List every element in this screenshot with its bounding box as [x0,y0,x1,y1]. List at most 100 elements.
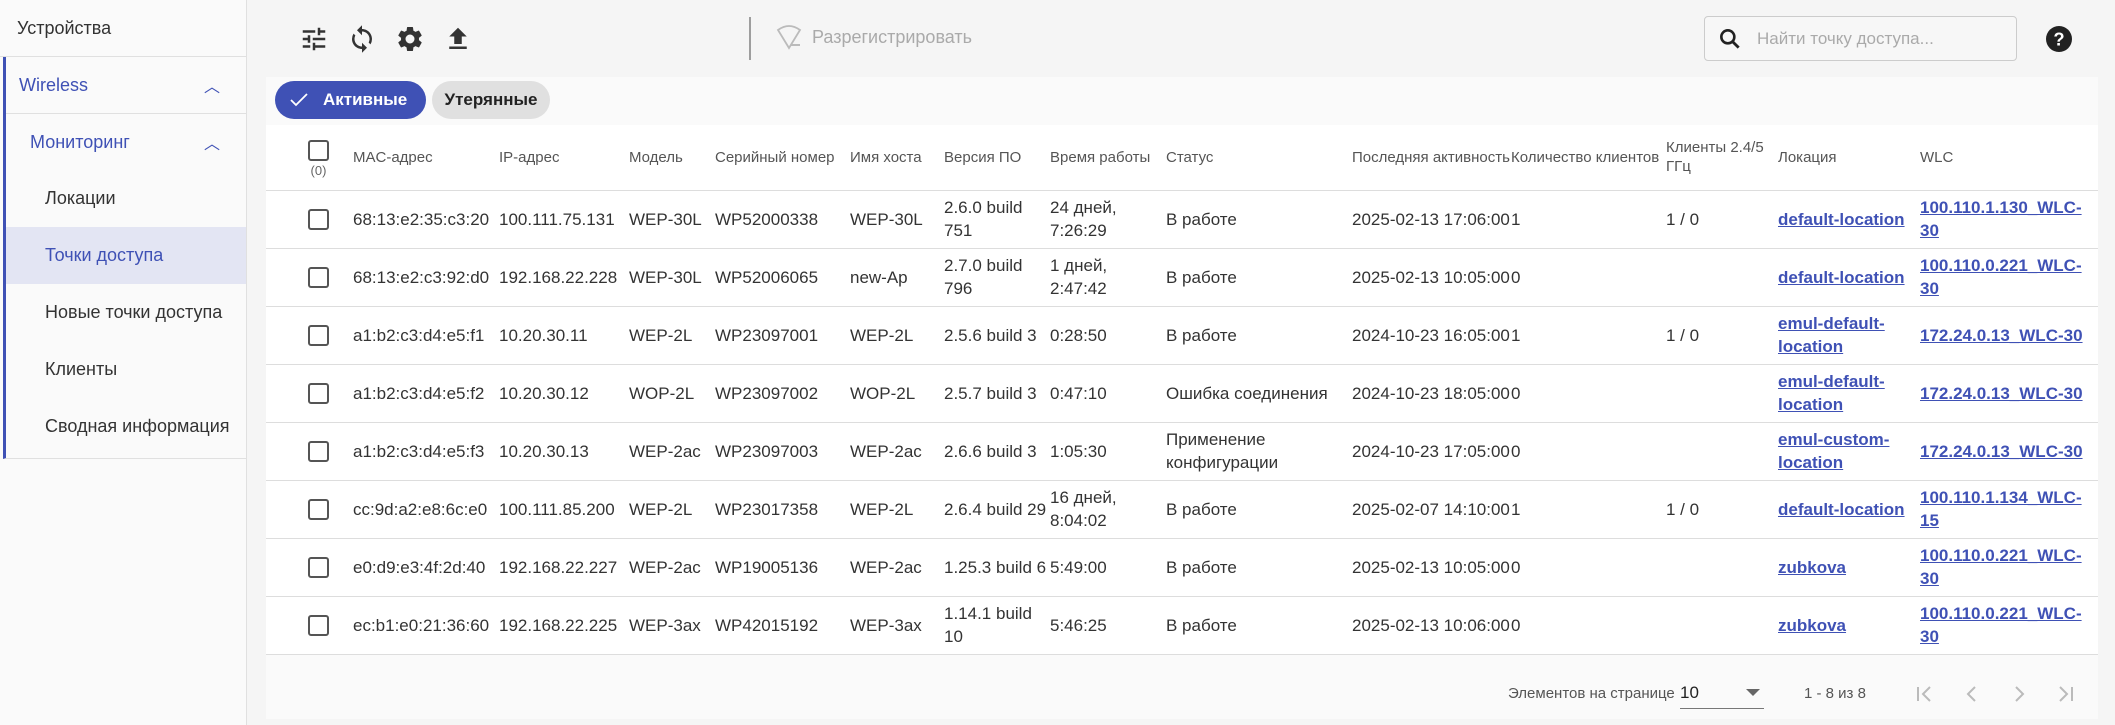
sidebar-item-3[interactable]: Клиенты [6,341,246,398]
location-link[interactable]: zubkova [1778,557,1847,577]
sidebar-item-wireless[interactable]: Wireless ︿ [6,57,246,114]
wlc-link[interactable]: 172.24.0.13_WLC-30 [1920,383,2083,403]
next-page-icon[interactable] [2007,682,2031,706]
sidebar-item-label: Устройства [17,17,112,38]
table-cell: 2.5.7 build 3 [944,364,1050,423]
sidebar-item-1[interactable]: Точки доступа [6,227,246,284]
per-page-value: 10 [1680,682,1699,702]
column-header[interactable]: Статус [1166,125,1352,191]
column-header[interactable]: Версия ПО [944,125,1050,191]
filter-chip-label: Активные [323,90,408,109]
table-cell: 1 / 0 [1666,480,1778,539]
column-header[interactable]: IP-адрес [499,125,629,191]
wlc-link[interactable]: 100.110.1.130_WLC-30 [1920,198,2082,240]
wlc-link[interactable]: 100.110.1.134_WLC-15 [1920,488,2082,530]
prev-page-icon[interactable] [1960,682,1984,706]
row-checkbox[interactable] [308,614,329,636]
sync-icon[interactable] [347,24,377,54]
wlc-link[interactable]: 100.110.0.221_WLC-30 [1920,256,2082,298]
gear-icon[interactable] [395,24,425,54]
row-checkbox[interactable] [308,324,329,346]
sidebar-item-4[interactable]: Сводная информация [6,398,246,455]
table-row[interactable]: 68:13:e2:c3:92:d0 192.168.22.228 WEP-30L WP… [266,248,2098,307]
table-cell: WP52000338 [715,190,850,249]
table-cell: 2.5.6 build 3 [944,306,1050,365]
table-row[interactable]: a1:b2:c3:d4:e5:f1 10.20.30.11 WEP-2L WP2309… [266,306,2098,365]
table-cell: 172.24.0.13_WLC-30 [1920,364,2098,423]
upload-icon[interactable] [443,24,473,54]
table-cell [1666,538,1778,597]
row-checkbox[interactable] [308,208,329,230]
column-header[interactable]: Последняя активность [1352,125,1511,191]
sidebar-item-label: Мониторинг [30,131,130,152]
table-cell: Ошибка соединения [1166,364,1352,423]
access-points-table: (0) MAC-адрес IP-адрес Модель Серийный номе… [266,125,2098,655]
table-cell: 0 [1511,364,1666,423]
first-page-icon[interactable] [1912,682,1936,706]
row-checkbox[interactable] [308,266,329,288]
row-checkbox[interactable] [308,382,329,404]
location-link[interactable]: zubkova [1778,615,1847,635]
table-cell: WEP-30L [850,190,944,249]
column-header[interactable]: Клиенты 2.4/5 ГГц [1666,125,1778,191]
table-cell: 192.168.22.227 [499,538,629,597]
help-circle-icon[interactable]: ? [2046,26,2072,52]
location-link[interactable]: default-location [1778,209,1905,229]
table-cell: WOP-2L [850,364,944,423]
table-row[interactable]: 68:13:e2:35:c3:20 100.111.75.131 WEP-30L WP… [266,190,2098,249]
table-row[interactable]: a1:b2:c3:d4:e5:f3 10.20.30.13 WEP-2ac WP230… [266,422,2098,481]
table-cell: 2024-10-23 16:05:00 [1352,306,1511,365]
table-cell: 2024-10-23 17:05:00 [1352,422,1511,481]
wlc-link[interactable]: 172.24.0.13_WLC-30 [1920,441,2083,461]
unregister-button[interactable]: Разрегистрировать [774,24,972,50]
table-cell: WEP-2L [629,306,715,365]
table-cell: 2.7.0 build 796 [944,248,1050,307]
row-select-cell [266,364,353,423]
chevron-up-icon: ︿ [203,79,220,96]
tune-icon[interactable] [299,24,329,54]
table-cell: WEP-2L [850,480,944,539]
table-cell: 2025-02-13 10:06:00 [1352,596,1511,655]
table-row[interactable]: e0:d9:e3:4f:2d:40 192.168.22.227 WEP-2ac WP… [266,538,2098,597]
table-cell [1666,596,1778,655]
column-header[interactable]: MAC-адрес [353,125,499,191]
location-link[interactable]: emul-default-location [1778,314,1885,356]
column-header[interactable]: Количество клиентов [1511,125,1666,191]
select-all-checkbox[interactable] [308,140,329,162]
sidebar-item-0[interactable]: Локации [6,170,246,227]
sidebar-item-devices[interactable]: Устройства [0,0,246,57]
location-link[interactable]: default-location [1778,267,1905,287]
filter-chip-active[interactable]: Активные [275,81,426,119]
table-row[interactable]: a1:b2:c3:d4:e5:f2 10.20.30.12 WOP-2L WP2309… [266,364,2098,423]
search-icon [1720,28,1740,49]
location-link[interactable]: emul-custom-location [1778,430,1890,472]
location-link[interactable]: emul-default-location [1778,372,1885,414]
row-checkbox[interactable] [308,556,329,578]
wlc-link[interactable]: 172.24.0.13_WLC-30 [1920,325,2083,345]
location-link[interactable]: default-location [1778,499,1905,519]
table-cell: 0 [1511,596,1666,655]
table-cell: 100.111.85.200 [499,480,629,539]
filter-chip-lost[interactable]: Утерянные [432,81,550,119]
per-page-select[interactable]: 10 [1680,677,1764,709]
sidebar-item-2[interactable]: Новые точки доступа [6,284,246,341]
table-cell: default-location [1778,190,1920,249]
table-cell: WP19005136 [715,538,850,597]
column-header[interactable]: Локация [1778,125,1920,191]
search-input[interactable] [1757,28,2007,49]
table-row[interactable]: cc:9d:a2:e8:6c:e0 100.111.85.200 WEP-2L WP2… [266,480,2098,539]
table-row[interactable]: ec:b1:e0:21:36:60 192.168.22.225 WEP-3ax WP… [266,596,2098,655]
wlc-link[interactable]: 100.110.0.221_WLC-30 [1920,546,2082,588]
column-header[interactable]: Модель [629,125,715,191]
chevron-up-icon: ︿ [203,136,220,153]
sidebar-item-monitoring[interactable]: Мониторинг ︿ [6,114,246,170]
row-checkbox[interactable] [308,440,329,462]
table-cell: 192.168.22.225 [499,596,629,655]
row-checkbox[interactable] [308,498,329,520]
last-page-icon[interactable] [2054,682,2078,706]
column-header[interactable]: Серийный номер [715,125,850,191]
column-header[interactable]: Время работы [1050,125,1166,191]
column-header[interactable]: Имя хоста [850,125,944,191]
column-header[interactable]: WLC [1920,125,2098,191]
wlc-link[interactable]: 100.110.0.221_WLC-30 [1920,604,2082,646]
